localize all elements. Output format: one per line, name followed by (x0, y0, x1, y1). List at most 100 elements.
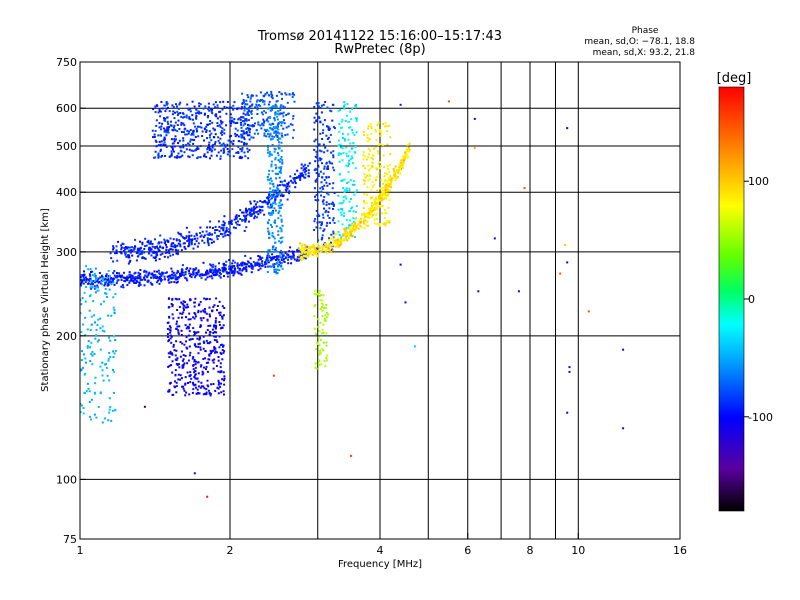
echo-point (304, 257, 307, 260)
echo-point (285, 126, 288, 129)
echo-point (154, 257, 157, 259)
echo-point (129, 276, 132, 278)
echo-point (341, 234, 344, 237)
echo-point (241, 92, 244, 95)
echo-point (318, 116, 321, 119)
echo-point (191, 118, 194, 121)
echo-point (382, 154, 385, 157)
echo-point (173, 145, 176, 148)
echo-point (144, 257, 147, 260)
echo-point (282, 111, 285, 114)
echo-point (92, 300, 95, 302)
echo-point (188, 338, 191, 341)
stats-o-mode: mean, sd,O: −78.1, 18.8 (584, 37, 695, 47)
echo-point (348, 219, 351, 222)
echo-point (203, 241, 206, 244)
echo-point (104, 287, 107, 290)
echo-point (257, 123, 260, 126)
echo-point (363, 183, 366, 185)
echo-point (360, 226, 363, 229)
echo-point (241, 268, 244, 271)
echo-point (178, 298, 181, 301)
echo-point (322, 103, 325, 106)
echo-point (241, 219, 244, 222)
echo-point (232, 108, 235, 111)
echo-point (166, 327, 169, 330)
echo-point (314, 160, 317, 163)
echo-point (330, 233, 333, 236)
echo-point (185, 346, 188, 349)
echo-point (105, 292, 108, 295)
echo-point (385, 186, 388, 189)
echo-point (216, 309, 218, 312)
echo-point (337, 208, 340, 211)
echo-point (151, 251, 154, 254)
echo-point (193, 301, 196, 304)
echo-point (218, 274, 221, 277)
echo-point (166, 333, 169, 336)
echo-point (164, 143, 167, 146)
echo-point (236, 107, 239, 110)
echo-point (179, 341, 182, 343)
echo-point (220, 382, 222, 385)
echo-point (148, 247, 151, 250)
echo-point (274, 219, 277, 222)
echo-point (304, 173, 307, 176)
echo-point (87, 387, 90, 390)
echo-point (97, 286, 99, 289)
echo-point (335, 233, 338, 235)
echo-point (192, 131, 195, 134)
echo-point (247, 157, 250, 160)
echo-point (363, 201, 366, 204)
echo-point (378, 223, 381, 226)
echo-point (399, 263, 402, 266)
echo-point (229, 221, 232, 224)
echo-point (164, 272, 167, 274)
echo-point (406, 155, 409, 158)
echo-point (195, 130, 198, 133)
echo-point (274, 246, 277, 249)
echo-point (107, 314, 110, 317)
echo-point (176, 105, 178, 108)
echo-point (197, 271, 200, 273)
echo-point (320, 181, 323, 184)
echo-point (126, 247, 129, 250)
echo-point (113, 352, 116, 355)
echo-point (266, 271, 269, 273)
echo-point (121, 274, 124, 277)
echo-point (351, 157, 354, 160)
echo-point (208, 232, 211, 235)
echo-point (231, 270, 234, 273)
echo-point (83, 273, 86, 276)
echo-point (375, 176, 378, 179)
echo-point (235, 216, 238, 219)
echo-point (245, 265, 248, 268)
echo-point (344, 234, 347, 237)
echo-point (228, 259, 231, 261)
echo-point (373, 148, 375, 150)
echo-point (366, 134, 369, 136)
echo-point (219, 385, 222, 388)
echo-point (192, 364, 195, 366)
echo-point (241, 261, 244, 264)
echo-point (473, 117, 476, 120)
echo-point (213, 351, 216, 354)
echo-point (113, 371, 115, 374)
echo-point (164, 155, 166, 157)
echo-point (276, 115, 279, 118)
echo-point (301, 243, 304, 246)
echo-point (242, 130, 245, 133)
echo-point (264, 265, 267, 268)
echo-point (245, 118, 248, 120)
echo-point (187, 359, 190, 362)
echo-point (374, 206, 377, 209)
echo-point (273, 207, 276, 210)
echo-point (242, 99, 245, 101)
echo-point (168, 356, 171, 359)
echo-point (207, 233, 210, 236)
echo-point (333, 169, 336, 172)
echo-point (283, 122, 286, 125)
echo-point (122, 250, 125, 252)
echo-point (258, 100, 261, 102)
echo-point (223, 383, 226, 386)
